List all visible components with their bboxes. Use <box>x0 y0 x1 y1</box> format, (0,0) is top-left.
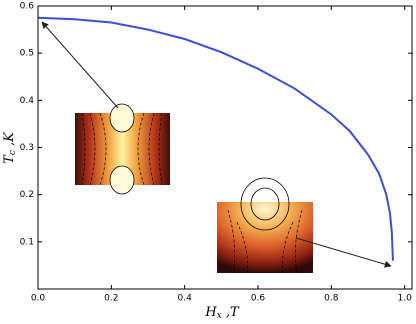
y-label-sub: c <box>8 150 18 155</box>
x-label-sub: x <box>217 311 222 321</box>
y-tick-label: 0.3 <box>20 143 34 153</box>
y-label-base: T <box>2 154 17 164</box>
x-label-unit: ,T <box>222 305 240 320</box>
x-tick-label: 0.2 <box>104 294 118 304</box>
x-tick-label: 0.0 <box>31 294 46 304</box>
y-tick-label: 0.1 <box>20 237 34 247</box>
y-tick-label: 0.6 <box>20 2 35 12</box>
arrow <box>41 21 119 109</box>
y-axis-label: Tc ,K <box>2 131 18 164</box>
plot-frame <box>37 5 413 290</box>
y-tick-label: 0.2 <box>20 190 34 200</box>
x-tick-label: 1.0 <box>398 294 413 304</box>
y-label-unit: ,K <box>2 131 17 150</box>
x-tick-label: 0.8 <box>324 294 339 304</box>
line <box>37 16 394 261</box>
x-label-base: H <box>204 305 217 320</box>
inset-upper <box>75 103 170 195</box>
inset-lower <box>217 177 313 274</box>
x-tick-label: 0.4 <box>178 294 193 304</box>
y-tick-label: 0.5 <box>20 49 34 59</box>
arrow <box>295 237 392 268</box>
y-tick-label: 0.4 <box>20 96 35 106</box>
x-axis-label: Hx ,T <box>204 305 240 321</box>
x-tick-label: 0.6 <box>251 294 266 304</box>
